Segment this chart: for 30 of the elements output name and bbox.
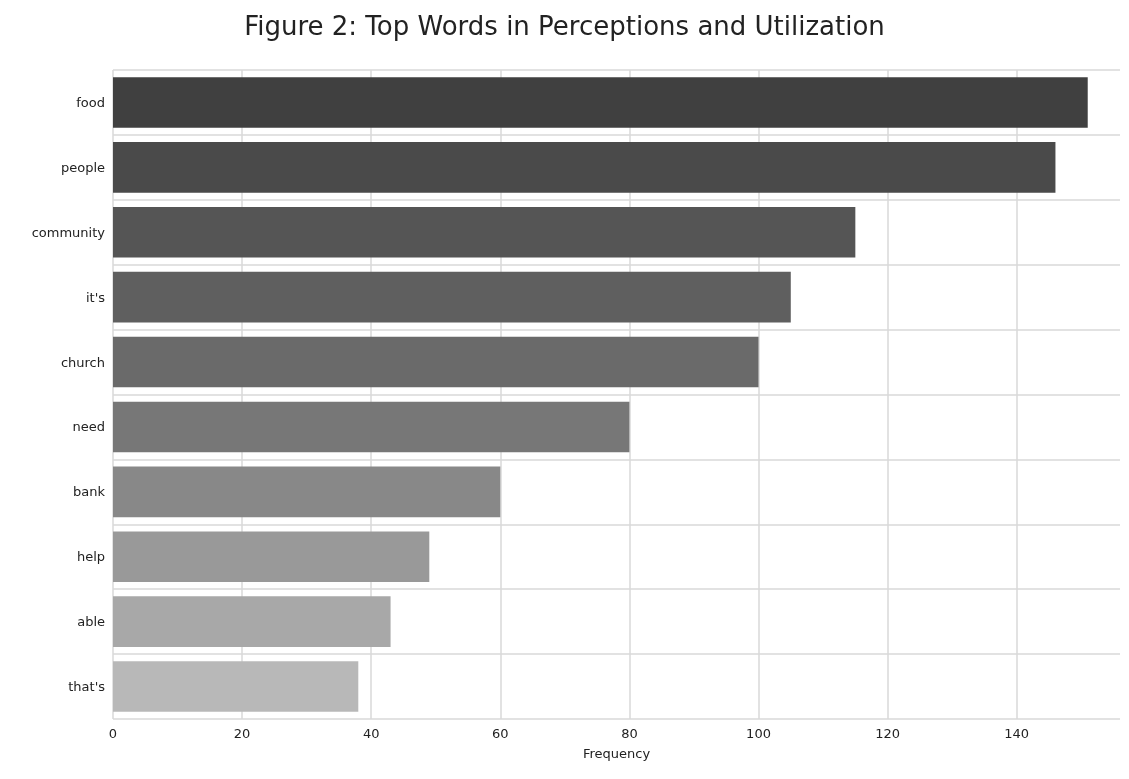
x-tick-label: 40 xyxy=(362,726,380,741)
bar xyxy=(113,142,1056,193)
bar xyxy=(113,401,630,453)
bar xyxy=(113,466,501,518)
x-tick-label: 120 xyxy=(875,726,901,741)
y-tick-label: it's xyxy=(85,289,106,305)
bar xyxy=(113,661,359,712)
y-tick-label: food xyxy=(76,94,105,110)
bar xyxy=(113,596,391,647)
y-tick-label: bank xyxy=(73,484,106,500)
x-tick-label: 100 xyxy=(746,726,771,741)
x-axis-title: Frequency xyxy=(582,746,651,761)
bar xyxy=(113,206,856,258)
x-tick-label: 140 xyxy=(1004,726,1030,741)
bar xyxy=(113,336,759,388)
x-tick-label: 60 xyxy=(492,726,509,741)
x-tick-label: 20 xyxy=(233,726,251,741)
x-tick-label: 0 xyxy=(108,726,118,741)
y-tick-label: people xyxy=(60,159,105,175)
bar xyxy=(113,77,1088,128)
x-tick-label: 80 xyxy=(621,726,638,741)
y-tick-label: church xyxy=(60,354,105,370)
chart-title: Figure 2: Top Words in Perceptions and Utilization xyxy=(244,11,885,41)
y-tick-label: that's xyxy=(68,679,106,695)
y-tick-label: community xyxy=(31,224,106,240)
bar xyxy=(113,271,791,323)
y-tick-label: help xyxy=(76,549,105,565)
y-tick-label: need xyxy=(72,419,105,435)
bar xyxy=(113,531,430,583)
y-tick-label: able xyxy=(77,614,105,630)
